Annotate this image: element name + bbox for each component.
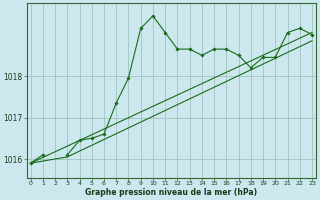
X-axis label: Graphe pression niveau de la mer (hPa): Graphe pression niveau de la mer (hPa) (85, 188, 257, 197)
